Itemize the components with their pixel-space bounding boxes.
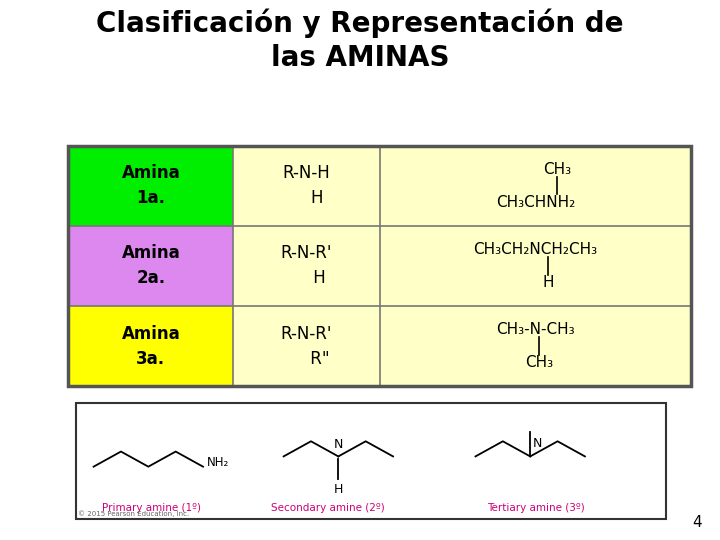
FancyBboxPatch shape [68, 306, 233, 386]
Text: CH₃: CH₃ [525, 355, 553, 370]
Text: Amina
2a.: Amina 2a. [122, 245, 180, 287]
Text: Amina
3a.: Amina 3a. [122, 325, 180, 368]
FancyBboxPatch shape [68, 226, 233, 306]
Text: NH₂: NH₂ [207, 456, 230, 469]
Text: Tertiary amine (3º): Tertiary amine (3º) [487, 503, 585, 513]
Text: CH₃CHNH₂: CH₃CHNH₂ [496, 194, 575, 210]
Text: 4: 4 [693, 515, 702, 530]
Text: R-N-H
    H: R-N-H H [283, 164, 330, 207]
FancyBboxPatch shape [68, 146, 233, 226]
Text: R-N-R'
     H: R-N-R' H [281, 245, 333, 287]
Text: CH₃-N-CH₃: CH₃-N-CH₃ [496, 322, 575, 338]
Text: N: N [533, 437, 542, 450]
Text: Amina
1a.: Amina 1a. [122, 164, 180, 207]
Text: H: H [333, 483, 343, 496]
FancyBboxPatch shape [76, 403, 666, 519]
Text: CH₃CH₂NCH₂CH₃: CH₃CH₂NCH₂CH₃ [474, 242, 598, 257]
FancyBboxPatch shape [233, 146, 691, 386]
Text: Secondary amine (2º): Secondary amine (2º) [271, 503, 384, 513]
Text: H: H [543, 275, 554, 289]
Text: Clasificación y Representación de
las AMINAS: Clasificación y Representación de las AM… [96, 8, 624, 72]
Text: N: N [333, 438, 343, 451]
Text: R-N-R'
     R": R-N-R' R" [281, 325, 333, 368]
Text: © 2015 Pearson Education, Inc.: © 2015 Pearson Education, Inc. [78, 511, 189, 517]
Text: Primary amine (1º): Primary amine (1º) [102, 503, 201, 513]
Text: CH₃: CH₃ [543, 162, 571, 177]
